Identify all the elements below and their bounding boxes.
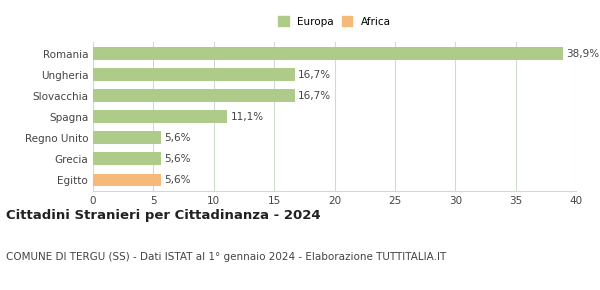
Text: 16,7%: 16,7%: [298, 91, 331, 101]
Text: 11,1%: 11,1%: [230, 112, 264, 122]
Text: Cittadini Stranieri per Cittadinanza - 2024: Cittadini Stranieri per Cittadinanza - 2…: [6, 209, 320, 222]
Bar: [93, 173, 161, 186]
Text: 5,6%: 5,6%: [164, 154, 191, 164]
Text: COMUNE DI TERGU (SS) - Dati ISTAT al 1° gennaio 2024 - Elaborazione TUTTITALIA.I: COMUNE DI TERGU (SS) - Dati ISTAT al 1° …: [6, 252, 446, 262]
Bar: [93, 68, 295, 81]
Text: 16,7%: 16,7%: [298, 70, 331, 80]
Legend: Europa, Africa: Europa, Africa: [276, 14, 393, 29]
Bar: [93, 110, 227, 123]
Bar: [93, 89, 295, 102]
Bar: [93, 153, 161, 165]
Text: 38,9%: 38,9%: [566, 49, 599, 59]
Bar: [93, 47, 563, 60]
Text: 5,6%: 5,6%: [164, 133, 191, 143]
Text: 5,6%: 5,6%: [164, 175, 191, 185]
Bar: [93, 131, 161, 144]
